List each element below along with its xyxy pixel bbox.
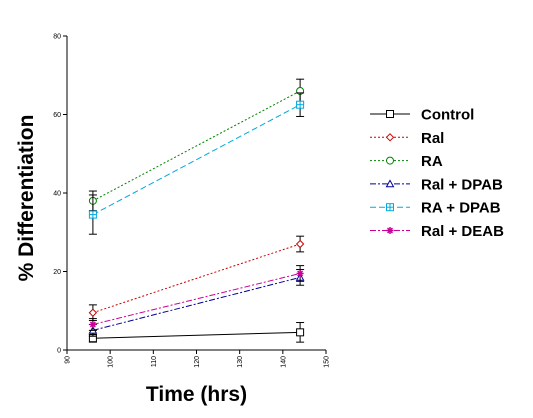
legend-marker (386, 110, 394, 118)
y-axis-title: % Differentiation (15, 115, 38, 282)
series-line (92, 104, 301, 216)
legend-item: RA (370, 153, 443, 170)
legend-label: RA + DPAB (421, 200, 501, 217)
legend-item: Control (370, 107, 474, 124)
legend-label: Ral + DEAB (421, 223, 504, 240)
series-line (92, 243, 301, 314)
series-ral-deab (88, 265, 305, 331)
legend-item: Ral (370, 130, 444, 147)
x-ticks: 90 100 110 120 130 140 150 (65, 350, 331, 368)
series-ra-dpab (88, 92, 305, 235)
legend-label: Ral (421, 130, 444, 147)
data-point (88, 210, 97, 219)
series-line (92, 276, 301, 331)
x-tick-label: 100 (108, 356, 115, 368)
x-tick-label: 150 (324, 356, 331, 368)
x-axis-title: Time (hrs) (146, 383, 247, 406)
series-line (92, 272, 301, 325)
data-point (296, 269, 304, 277)
x-tick-label: 110 (151, 356, 158, 367)
x-tick-label: 90 (65, 356, 72, 364)
y-ticks: 0 20 40 60 80 (53, 34, 67, 355)
legend: Control Ral RA Ral + DPAB RA + DPAB Ral + DEA… (370, 107, 504, 240)
legend-label: Ral + DPAB (421, 176, 503, 193)
data-point (296, 328, 305, 337)
series-control (88, 322, 305, 343)
series-layer (88, 78, 305, 343)
legend-item: RA + DPAB (370, 200, 501, 217)
legend-marker (386, 203, 394, 212)
data-point (89, 320, 97, 328)
data-point (295, 239, 305, 249)
data-point (296, 100, 305, 109)
series-ra (88, 78, 305, 212)
y-tick-label: 80 (53, 34, 61, 41)
x-tick-label: 120 (194, 356, 201, 368)
y-tick-label: 20 (53, 269, 61, 276)
legend-marker (386, 227, 394, 234)
legend-item: Ral + DPAB (370, 176, 503, 193)
y-tick-label: 40 (53, 191, 61, 198)
legend-marker (386, 156, 394, 165)
data-point (88, 308, 98, 317)
legend-marker (385, 179, 395, 188)
legend-marker (385, 133, 395, 142)
legend-item: Ral + DEAB (370, 223, 504, 240)
plot-axes (66, 36, 326, 351)
legend-label: Control (421, 107, 474, 124)
series-line (92, 90, 301, 202)
y-tick-label: 0 (57, 348, 61, 355)
legend-label: RA (421, 153, 443, 170)
x-tick-label: 130 (237, 356, 244, 368)
series-ral (88, 235, 305, 322)
x-tick-label: 140 (280, 356, 287, 368)
series-line (92, 331, 301, 339)
y-tick-label: 60 (53, 112, 61, 119)
